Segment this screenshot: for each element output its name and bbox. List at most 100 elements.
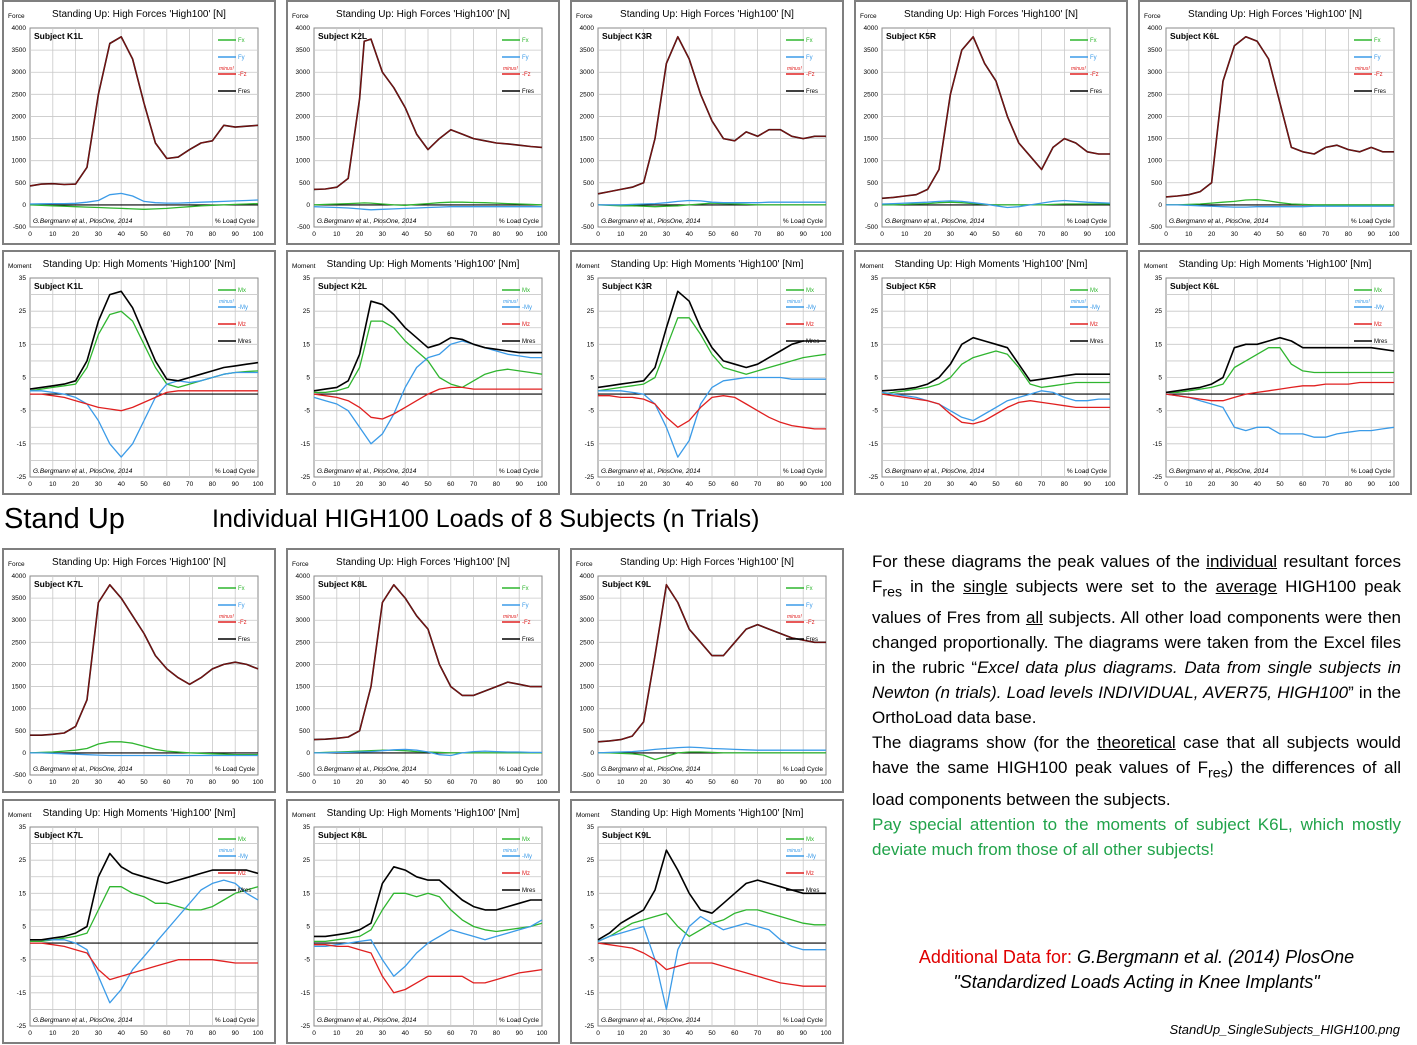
y-tick-label: 3000: [296, 617, 311, 624]
y-tick-label: 2000: [1148, 113, 1163, 120]
x-tick-label: 90: [1368, 481, 1376, 488]
chart-title: Standing Up: High Moments 'High100' [Nm]: [895, 259, 1088, 270]
y-tick-label: -500: [13, 772, 26, 779]
x-tick-label: 70: [754, 481, 762, 488]
y-tick-label: 3500: [12, 595, 27, 602]
x-tick-label: 0: [312, 231, 316, 238]
y-tick-label: -500: [297, 772, 310, 779]
x-tick-label: 60: [731, 779, 739, 786]
y-tick-label: 3500: [580, 595, 595, 602]
series-line-mz: [30, 942, 258, 981]
y-tick-label: 500: [15, 180, 26, 187]
legend-label: -My: [522, 854, 532, 860]
legend-label: Mz: [806, 871, 814, 877]
x-tick-label: 20: [640, 481, 648, 488]
legend-label: -My: [238, 305, 248, 311]
y-tick-label: 4000: [1148, 25, 1163, 32]
series-line-my: [1165, 393, 1395, 438]
y-tick-label: -25: [585, 1023, 595, 1030]
chart-title: Standing Up: High Moments 'High100' [Nm]: [611, 259, 804, 270]
x-tick-label: 0: [312, 779, 316, 786]
y-tick-label: 4000: [12, 25, 27, 32]
x-tick-label: 100: [253, 481, 264, 488]
x-tick-label: 50: [140, 481, 148, 488]
x-tick-label: 40: [402, 231, 410, 238]
citation-block: Additional Data for: G.Bergmann et al. (…: [872, 945, 1401, 995]
legend-minus-note: minus!: [219, 299, 234, 305]
x-tick-label: 20: [640, 1030, 648, 1037]
series-line-fy: [1166, 204, 1394, 208]
x-tick-label: 40: [970, 481, 978, 488]
x-tick-label: 70: [1038, 481, 1046, 488]
y-tick-label: 4000: [580, 25, 595, 32]
subject-label: Subject K7L: [34, 579, 83, 589]
legend-label: Mx: [1090, 288, 1098, 294]
y-tick-label: 0: [306, 750, 310, 757]
y-tick-label: 3500: [1148, 47, 1163, 54]
chart-panel-moment-k2l: Standing Up: High Moments 'High100' [Nm]…: [286, 250, 560, 495]
y-tick-label: 15: [19, 341, 27, 348]
series-line-mres: [597, 290, 826, 389]
legend-minus-note: minus!: [787, 299, 802, 305]
y-tick-label: 0: [22, 750, 26, 757]
x-tick-label: 60: [163, 779, 171, 786]
y-tick-label: 25: [303, 308, 311, 315]
x-tick-label: 20: [356, 231, 364, 238]
x-tick-label: 100: [537, 779, 548, 786]
y-tick-label: 2500: [580, 639, 595, 646]
chart-panel-moment-k3r: Standing Up: High Moments 'High100' [Nm]…: [570, 250, 844, 495]
chart-panel-force-k8l: Standing Up: High Forces 'High100' [N] Fo…: [286, 548, 560, 793]
y-tick-label: 1500: [580, 136, 595, 143]
y-tick-label: 2000: [296, 113, 311, 120]
series-line-my: [313, 340, 542, 445]
chart-title: Standing Up: High Moments 'High100' [Nm]: [43, 259, 236, 270]
x-tick-label: 50: [1276, 481, 1284, 488]
y-tick-label: 4000: [296, 25, 311, 32]
legend-minus-note: minus!: [787, 614, 802, 620]
x-tick-label: 10: [49, 1030, 57, 1037]
x-tick-label: 50: [992, 481, 1000, 488]
x-tick-label: 30: [95, 1030, 103, 1037]
x-tick-label: 100: [821, 231, 832, 238]
x-tick-label: 80: [777, 231, 785, 238]
x-tick-label: 40: [970, 231, 978, 238]
x-tick-label: 90: [800, 1030, 808, 1037]
y-tick-label: 4000: [296, 573, 311, 580]
x-tick-label: 50: [140, 231, 148, 238]
y-tick-label: 2500: [12, 639, 27, 646]
legend-label: -Fz: [238, 620, 247, 626]
citation-label: Additional Data for:: [918, 947, 1077, 967]
citation-title: "Standardized Loads Acting in Knee Impla…: [953, 972, 1320, 992]
series-line-fx: [598, 751, 826, 761]
chart-moment-k8l: Standing Up: High Moments 'High100' [Nm]…: [292, 808, 548, 1037]
y-tick-label: 5: [306, 924, 310, 931]
chart-title: Standing Up: High Moments 'High100' [Nm]: [327, 259, 520, 270]
chart-title: Standing Up: High Forces 'High100' [N]: [52, 557, 226, 568]
y-tick-label: -25: [17, 1023, 27, 1030]
series-line-my: [598, 376, 826, 458]
x-tick-label: 50: [140, 1030, 148, 1037]
x-axis-label: % Load Cycle: [783, 1017, 823, 1024]
x-tick-label: 60: [731, 1030, 739, 1037]
series-line-fz: [1165, 36, 1394, 198]
y-tick-label: 2000: [580, 113, 595, 120]
y-tick-label: 3500: [864, 47, 879, 54]
x-tick-label: 30: [95, 779, 103, 786]
legend-minus-note: minus!: [219, 66, 234, 72]
chart-panel-moment-k5r: Standing Up: High Moments 'High100' [Nm]…: [854, 250, 1128, 495]
x-tick-label: 20: [640, 779, 648, 786]
x-tick-label: 10: [49, 779, 57, 786]
x-tick-label: 70: [186, 779, 194, 786]
series-line-fz: [881, 35, 1110, 199]
legend-minus-note: minus!: [503, 299, 518, 305]
y-tick-label: 1500: [864, 136, 879, 143]
subject-label: Subject K5R: [886, 281, 936, 291]
chart-moment-k9l: Standing Up: High Moments 'High100' [Nm]…: [576, 808, 832, 1037]
y-tick-label: -15: [17, 990, 27, 997]
subject-label: Subject K9L: [602, 830, 651, 840]
chart-force-k1l: Standing Up: High Forces 'High100' [N] Fo…: [8, 9, 264, 238]
series-line-mz: [30, 390, 258, 412]
x-tick-label: 80: [209, 231, 217, 238]
subject-label: Subject K3R: [602, 281, 652, 291]
legend-label: Fx: [522, 586, 529, 592]
